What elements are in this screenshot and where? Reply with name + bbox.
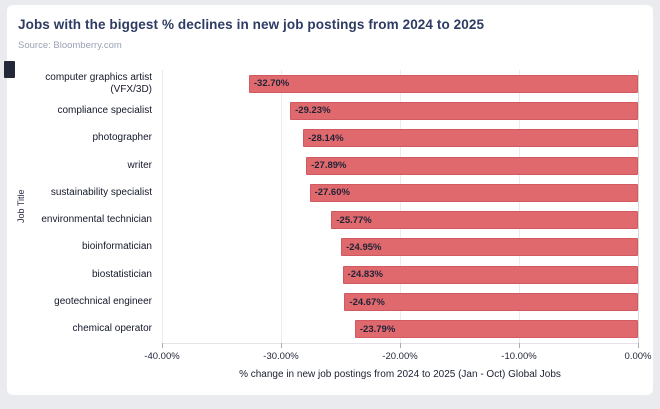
category-label: writer — [127, 159, 152, 171]
bar-value-label: -24.83% — [347, 269, 383, 281]
category-labels: computer graphics artist (VFX/3D) complia… — [7, 70, 157, 343]
x-axis-tick — [638, 343, 639, 348]
x-axis-tick-label: -20.00% — [382, 351, 418, 362]
bar-row: -24.83% — [162, 265, 638, 284]
bar: -25.77% — [331, 211, 638, 230]
bar-value-label: -23.79% — [359, 323, 396, 335]
x-axis-tick — [281, 343, 282, 348]
category-label: environmental technician — [41, 214, 152, 226]
bar-row: -28.14% — [162, 129, 638, 148]
bar: -24.83% — [342, 265, 638, 284]
bar: -27.60% — [309, 183, 638, 202]
left-edge-mark — [4, 61, 15, 78]
chart-card: Jobs with the biggest % declines in new … — [7, 5, 653, 395]
bar: -24.95% — [341, 238, 638, 257]
bar-value-label: -32.70% — [253, 78, 290, 90]
x-axis-ticks: -40.00% -30.00% -20.00% -10.00% 0.00% — [144, 351, 651, 363]
bar-value-label: -27.60% — [314, 187, 350, 199]
x-axis-tick-label: -40.00% — [144, 351, 180, 362]
bar: -23.79% — [354, 320, 638, 339]
bar-row: -23.79% — [162, 320, 638, 339]
bar-value-label: -28.14% — [308, 132, 344, 144]
chart-title: Jobs with the biggest % declines in new … — [18, 17, 485, 32]
category-label: biostatistician — [91, 268, 152, 280]
category-label: photographer — [92, 132, 153, 144]
bar-row: -27.89% — [162, 156, 638, 175]
category-label: compliance specialist — [57, 104, 153, 116]
chart-source: Source: Bloomberry.com — [18, 40, 122, 51]
gridline — [281, 70, 282, 343]
bar-row: -25.77% — [162, 211, 638, 230]
gridline — [400, 70, 401, 343]
bar-value-label: -29.23% — [295, 105, 331, 117]
bar-value-label: -24.67% — [349, 296, 385, 308]
category-label: computer graphics artist (VFX/3D) — [45, 71, 152, 95]
bar: -28.14% — [303, 129, 638, 148]
bar-value-label: -24.95% — [346, 241, 382, 253]
gridline — [519, 70, 520, 343]
bar-row: -24.67% — [162, 293, 638, 312]
bar-row: -27.60% — [162, 183, 638, 202]
x-axis-tick — [162, 343, 163, 348]
bar-row: -29.23% — [162, 101, 638, 120]
plot-area: -32.70% -29.23% -28.14% -27.89% -27.60% -25.7… — [162, 70, 639, 348]
gridline — [162, 70, 163, 343]
bar: -32.70% — [248, 74, 638, 93]
bar-value-label: -27.89% — [311, 160, 347, 172]
bar-row: -32.70% — [162, 74, 638, 93]
x-axis-tick-label: -30.00% — [263, 351, 299, 362]
category-label: bioinformatician — [81, 241, 152, 253]
x-axis-tick-label: 0.00% — [624, 351, 652, 362]
bar-row: -24.95% — [162, 238, 638, 257]
category-label: chemical operator — [72, 323, 152, 335]
category-label: geotechnical engineer — [54, 296, 152, 308]
x-axis-tick-label: -10.00% — [501, 351, 537, 362]
bar: -27.89% — [306, 156, 638, 175]
x-axis-title: % change in new job postings from 2024 t… — [239, 369, 561, 380]
bar: -29.23% — [290, 101, 638, 120]
category-label: sustainability specialist — [50, 186, 152, 198]
gridline — [638, 70, 639, 343]
x-axis-tick — [400, 343, 401, 348]
bar-value-label: -25.77% — [336, 214, 372, 226]
x-axis-tick — [519, 343, 520, 348]
bar: -24.67% — [344, 293, 638, 312]
